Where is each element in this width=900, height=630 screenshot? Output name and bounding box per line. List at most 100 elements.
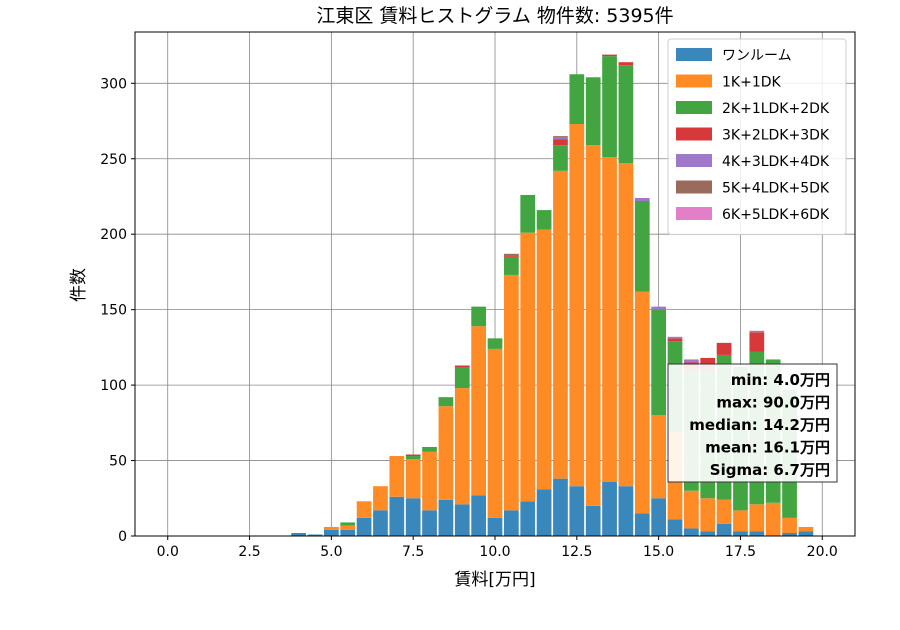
stats-line: max: 90.0万円 xyxy=(716,394,830,412)
bar-segment-series-0 xyxy=(749,531,765,536)
bar-segment-series-0 xyxy=(684,528,699,536)
y-ticks: 0 50 100 150 200 250 300 xyxy=(100,76,135,545)
bar-segment-series-1 xyxy=(356,501,372,518)
stats-line: Sigma: 6.7万円 xyxy=(710,461,830,479)
bar-segment-series-1 xyxy=(765,502,781,536)
legend-swatch xyxy=(676,180,712,194)
bar-segment-series-1 xyxy=(733,510,748,532)
stats-line: median: 14.2万円 xyxy=(689,416,830,434)
bar-segment-series-3 xyxy=(454,365,470,367)
bar-segment-series-0 xyxy=(536,489,552,536)
bar-segment-series-2 xyxy=(405,456,421,460)
bar-segment-series-3 xyxy=(405,454,421,457)
bar-segment-series-0 xyxy=(504,510,519,536)
legend-swatch xyxy=(676,74,712,88)
bar-segment-series-3 xyxy=(504,255,519,257)
bar-segment-series-1 xyxy=(471,326,486,496)
y-tick-label: 100 xyxy=(100,378,127,394)
bar-segment-series-2 xyxy=(602,56,617,158)
bar-segment-series-1 xyxy=(782,517,797,533)
bar-segment-series-2 xyxy=(438,397,454,407)
legend-label: 2K+1LDK+2DK xyxy=(722,101,830,117)
bar-segment-series-1 xyxy=(389,456,405,497)
bar-segment-series-0 xyxy=(487,517,503,536)
bar-segment-series-3 xyxy=(618,62,634,66)
x-tick-label: 17.5 xyxy=(725,544,756,560)
bar-segment-series-1 xyxy=(422,451,437,511)
bar-segment-series-0 xyxy=(356,517,372,536)
bar-segment-series-2 xyxy=(536,210,552,230)
bar-segment-series-2 xyxy=(651,309,666,416)
bar-segment-series-1 xyxy=(553,170,568,479)
bar-segment-series-4 xyxy=(749,330,765,333)
bar-segment-series-0 xyxy=(422,510,437,536)
legend-swatch xyxy=(676,101,712,114)
x-tick-label: 15.0 xyxy=(643,544,674,560)
x-tick-label: 0.0 xyxy=(157,544,179,560)
bar-segment-series-0 xyxy=(602,481,617,536)
bar-segment-series-1 xyxy=(749,504,765,532)
x-tick-label: 10.0 xyxy=(479,544,510,560)
bar-segment-series-2 xyxy=(569,74,585,125)
bar-segment-series-0 xyxy=(520,501,536,536)
legend-swatch xyxy=(676,207,712,220)
y-tick-label: 250 xyxy=(100,152,127,168)
bar-segment-series-4 xyxy=(651,306,666,310)
bar-segment-series-4 xyxy=(634,197,650,202)
bar-segment-series-0 xyxy=(651,498,666,536)
bar-segment-series-3 xyxy=(553,139,568,146)
bar-segment-series-2 xyxy=(471,306,486,327)
bar-segment-series-4 xyxy=(553,137,568,140)
bar-segment-series-1 xyxy=(324,526,339,530)
bar-segment-series-1 xyxy=(520,232,536,502)
bar-segment-series-0 xyxy=(782,532,797,536)
bar-segment-series-2 xyxy=(553,145,568,171)
bar-segment-series-0 xyxy=(553,478,568,536)
bar-segment-series-1 xyxy=(700,498,716,532)
legend-box xyxy=(667,38,847,235)
bar-segment-series-1 xyxy=(684,490,699,529)
bar-segment-series-0 xyxy=(733,531,748,536)
x-tick-label: 12.5 xyxy=(561,544,592,560)
legend-label: 1K+1DK xyxy=(722,75,782,91)
bar-segment-series-0 xyxy=(454,504,470,536)
bar-segment-series-1 xyxy=(504,274,519,511)
bar-segment-series-1 xyxy=(602,157,617,482)
bar-segment-series-1 xyxy=(340,525,356,530)
bar-segment-series-1 xyxy=(405,459,421,499)
legend-swatch xyxy=(676,154,712,167)
legend: ワンルーム 1K+1DK 2K+1LDK+2DK 3K+2LDK+3DK 4K+3LDK… xyxy=(667,38,847,235)
bar-segment-series-2 xyxy=(340,522,356,526)
legend-label: 4K+3LDK+4DK xyxy=(722,154,830,170)
bar-segment-series-5 xyxy=(553,136,568,138)
y-tick-label: 300 xyxy=(100,76,127,92)
legend-swatch xyxy=(676,48,712,61)
bar-segment-series-1 xyxy=(716,499,732,524)
bar-segment-series-1 xyxy=(651,415,666,499)
bar-segment-series-1 xyxy=(438,406,454,500)
y-axis-label: 件数 xyxy=(69,268,89,302)
bar-segment-series-0 xyxy=(667,519,683,536)
bar-segment-series-1 xyxy=(618,163,634,487)
bar-segment-series-3 xyxy=(749,332,765,352)
bar-segment-series-1 xyxy=(569,124,585,487)
stats-box: min: 4.0万円 max: 90.0万円 median: 14.2万円 mean:… xyxy=(667,363,838,483)
x-tick-label: 2.5 xyxy=(238,544,260,560)
bar-segment-series-0 xyxy=(798,531,814,536)
x-tick-label: 20.0 xyxy=(807,544,838,560)
bar-segment-series-2 xyxy=(422,446,437,452)
bar-segment-series-0 xyxy=(307,534,323,536)
bar-segment-series-2 xyxy=(634,201,650,292)
legend-label: 5K+4LDK+5DK xyxy=(722,181,830,197)
bar-segment-series-0 xyxy=(716,523,732,536)
legend-label: 6K+5LDK+6DK xyxy=(722,207,830,223)
bar-segment-series-2 xyxy=(487,338,503,349)
bar-segment-series-1 xyxy=(536,229,552,490)
bar-segment-series-5 xyxy=(504,253,519,256)
y-tick-label: 200 xyxy=(100,227,127,243)
bar-segment-series-4 xyxy=(667,336,683,339)
stats-panel xyxy=(667,363,838,483)
bar-segment-series-0 xyxy=(618,486,634,536)
